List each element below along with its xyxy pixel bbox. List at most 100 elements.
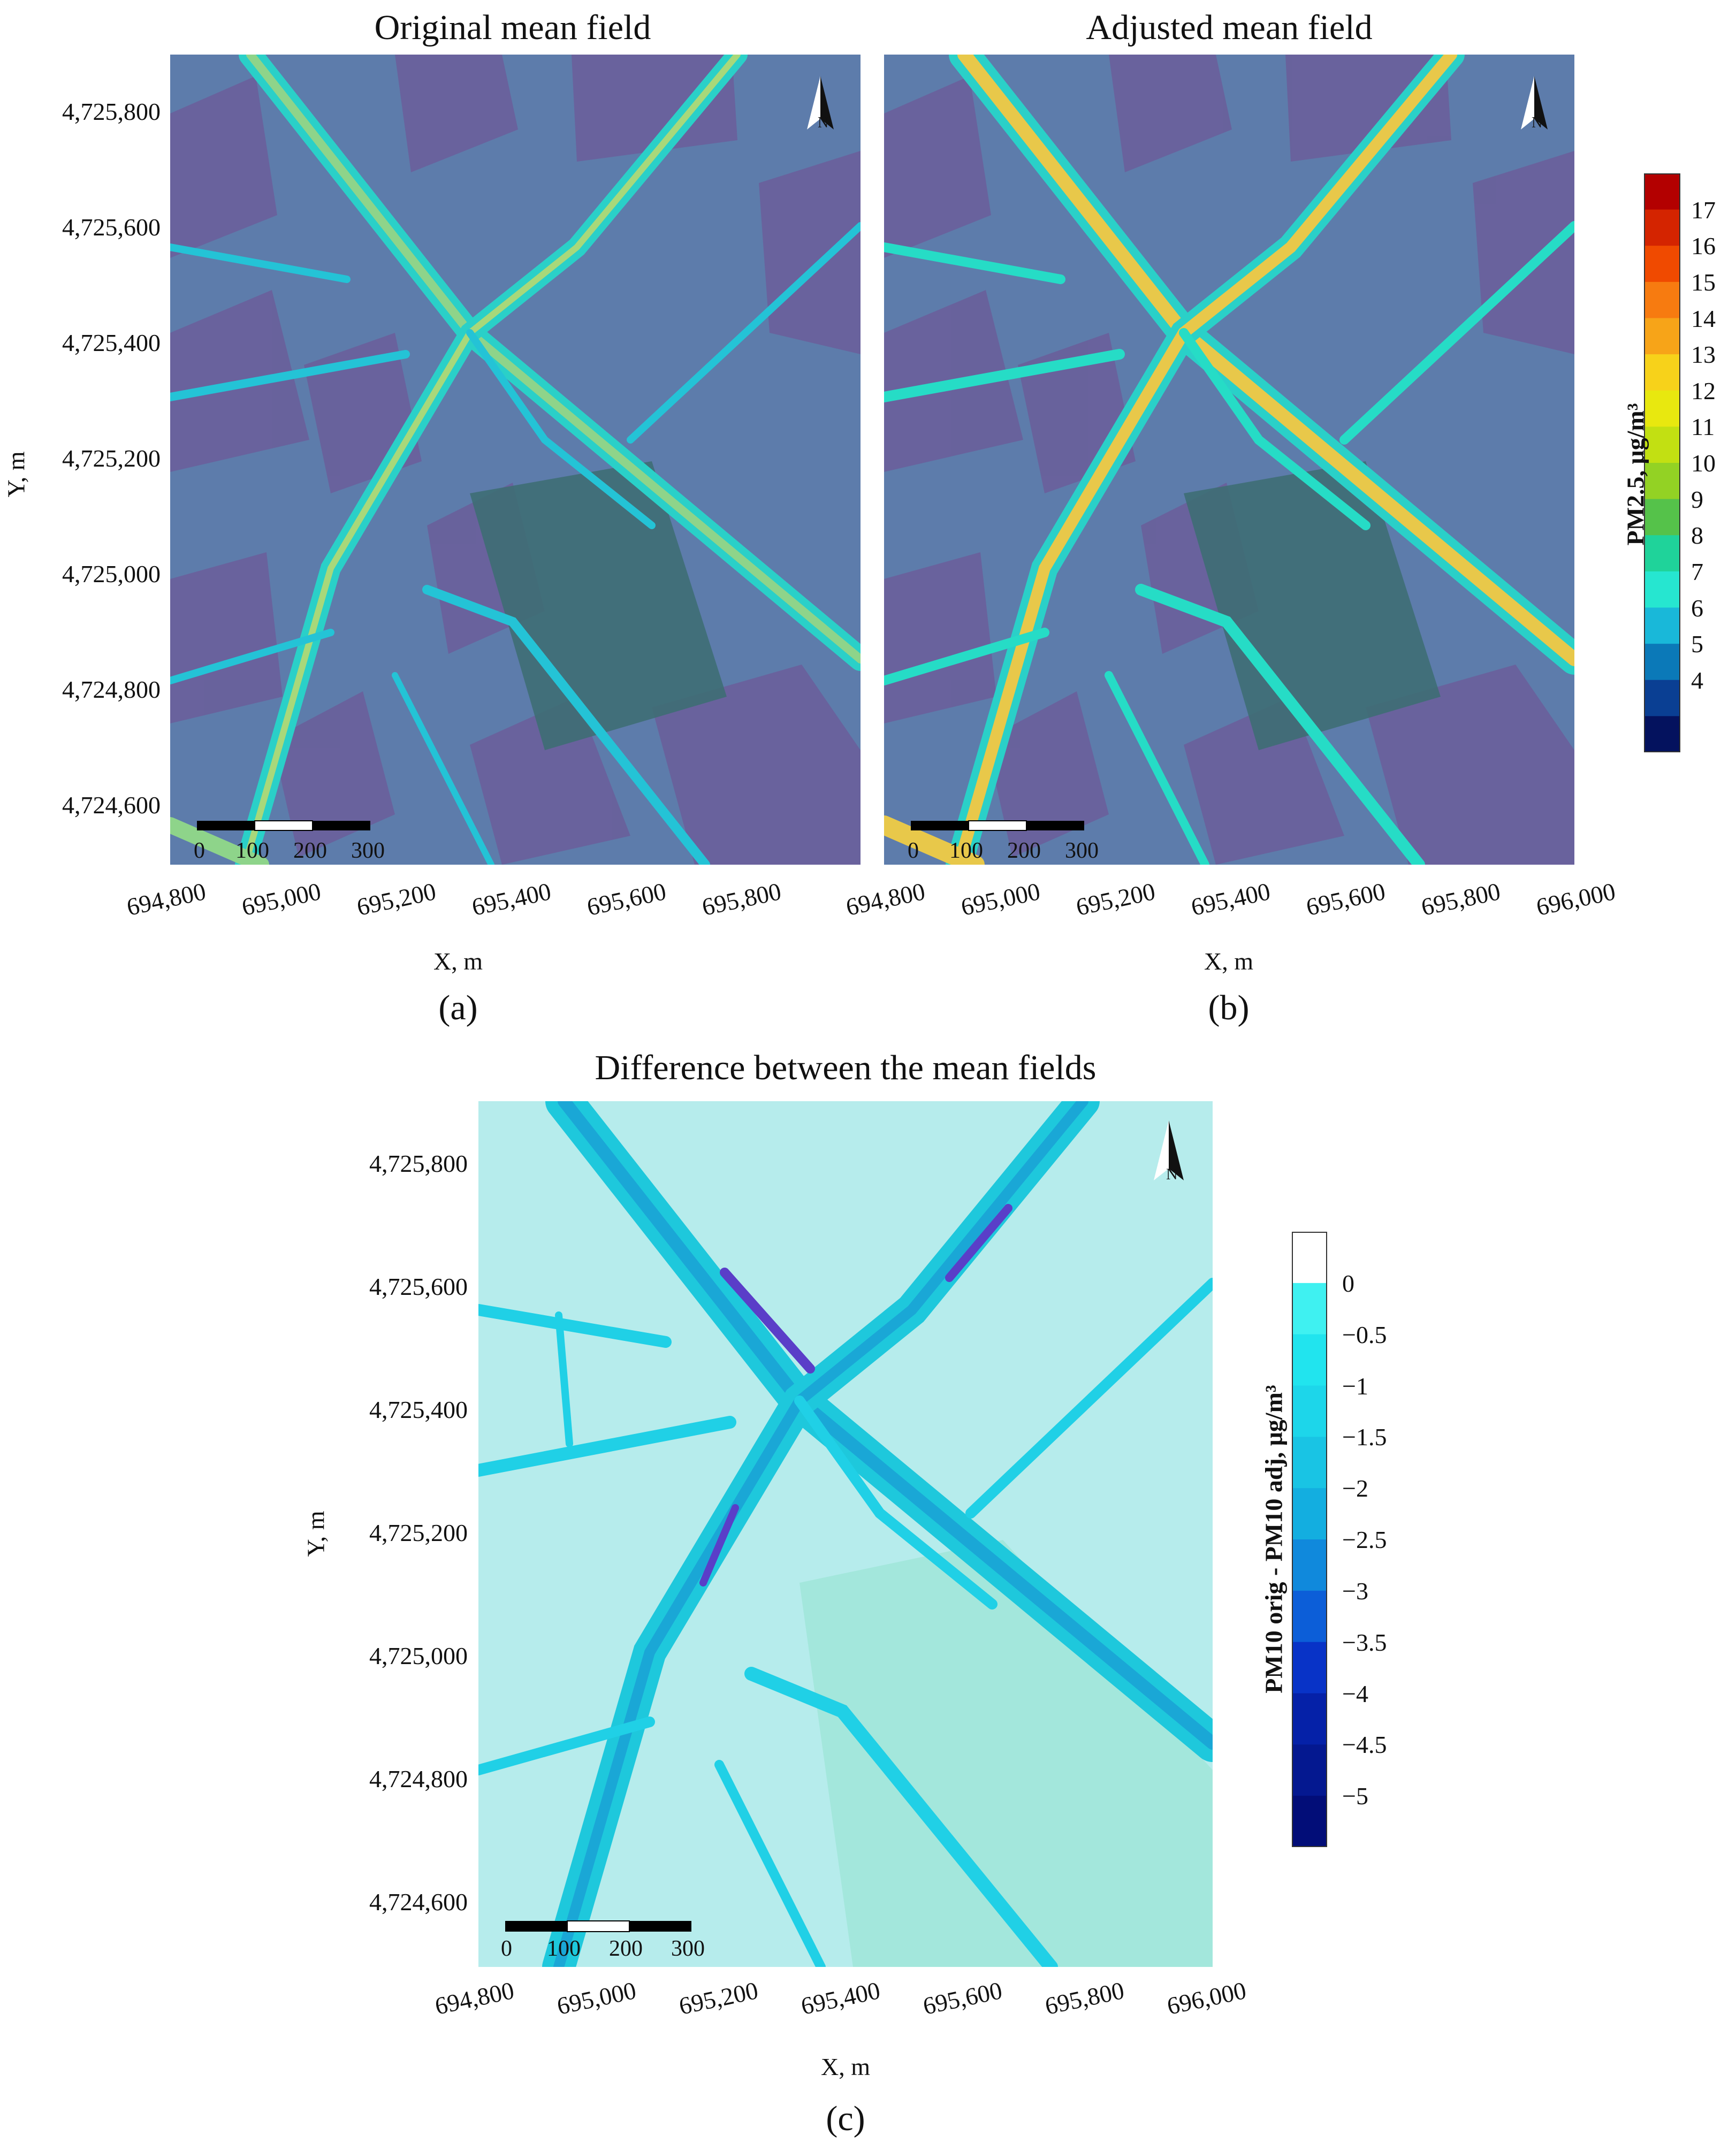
x-tick: 695,600 <box>1304 877 1388 921</box>
colorbar-tick-label: 9 <box>1691 486 1703 513</box>
y-tick: 4,725,000 <box>62 560 161 588</box>
scale-label: 100 <box>547 1936 581 1961</box>
y-tick: 4,725,600 <box>62 213 161 241</box>
map-streets <box>478 1101 1213 1967</box>
colorbar-tick-label: 11 <box>1691 413 1715 440</box>
x-tick: 695,800 <box>1419 877 1503 921</box>
x-tick: 696,000 <box>1534 877 1618 921</box>
scale-label: 0 <box>501 1936 512 1961</box>
x-tick: 694,800 <box>124 877 209 921</box>
scale-label: 300 <box>351 838 385 863</box>
x-tick: 694,800 <box>432 1976 517 2020</box>
x-tick: 695,400 <box>469 877 554 921</box>
x-tick: 695,400 <box>798 1976 883 2020</box>
y-tick: 4,724,600 <box>369 1888 468 1916</box>
colorbar-tick-label: 6 <box>1691 594 1703 622</box>
x-tick: 695,800 <box>1042 1976 1127 2020</box>
colorbar-border <box>1644 173 1680 752</box>
colorbar-tick-label: −2 <box>1342 1475 1368 1502</box>
colorbar-tick-label: −5 <box>1342 1782 1368 1810</box>
colorbar-swatch <box>1644 716 1680 752</box>
x-axis-title: X, m <box>1204 948 1253 975</box>
panel-b-letter: (b) <box>1208 988 1250 1027</box>
x-tick: 694,800 <box>843 877 928 921</box>
colorbar-swatch <box>1292 1283 1327 1335</box>
colorbar-tick-label: −3 <box>1342 1577 1368 1605</box>
scale-label: 100 <box>235 838 269 863</box>
colorbar-swatch <box>1292 1334 1327 1386</box>
x-tick: 695,600 <box>920 1976 1005 2020</box>
colorbar-swatch <box>1644 426 1680 463</box>
colorbar-swatch <box>1644 281 1680 318</box>
colorbar-bottom-canvas <box>1292 1232 1327 1847</box>
scale-bar <box>197 820 370 831</box>
scale-label: 200 <box>293 838 327 863</box>
y-tick: 4,724,800 <box>62 676 161 703</box>
colorbar-tick-label: 16 <box>1691 232 1716 260</box>
x-tick: 695,200 <box>1073 877 1158 921</box>
y-tick: 4,725,400 <box>62 329 161 356</box>
colorbar-tick-label: 4 <box>1691 667 1703 694</box>
colorbar-tick-label: −1 <box>1342 1372 1368 1400</box>
colorbar-tick-label: −0.5 <box>1342 1321 1387 1348</box>
x-tick: 696,000 <box>1164 1976 1249 2020</box>
y-axis-title: Y, m <box>2 451 30 498</box>
panel-c-map: N <box>478 1101 1213 1967</box>
north-arrow-label: N <box>1166 1165 1178 1183</box>
north-arrow: N <box>1154 1120 1184 1183</box>
panel-a-map-canvas: N <box>170 55 861 865</box>
colorbar-tick-label: 15 <box>1691 269 1716 296</box>
colorbar-tick-label: 14 <box>1691 305 1716 332</box>
map-open-area <box>800 1540 1213 1967</box>
scale-label: 300 <box>671 1936 705 1961</box>
colorbar-swatch <box>1292 1693 1327 1745</box>
y-tick: 4,725,400 <box>369 1396 468 1423</box>
colorbar-swatch <box>1644 535 1680 572</box>
x-tick: 695,000 <box>239 877 324 921</box>
scale-bar <box>505 1920 691 1932</box>
colorbar-tick-label: −3.5 <box>1342 1629 1387 1656</box>
colorbar-top <box>1644 173 1680 752</box>
scale-label: 200 <box>1007 838 1041 863</box>
colorbar-swatch <box>1292 1488 1327 1540</box>
panel-b-title: Adjusted mean field <box>1086 8 1373 47</box>
colorbar-top-labels: 17 16 15 14 13 12 11 10 9 8 7 6 5 4 <box>1691 173 1734 752</box>
colorbar-swatch <box>1644 246 1680 283</box>
scale-bar <box>911 820 1084 831</box>
colorbar-swatch <box>1292 1385 1327 1437</box>
colorbar-tick-label: −4.5 <box>1342 1731 1387 1758</box>
colorbar-tick-label: 5 <box>1691 630 1703 658</box>
x-tick: 695,600 <box>584 877 669 921</box>
map-open-area <box>470 461 727 750</box>
panel-a-title: Original mean field <box>374 8 651 47</box>
north-arrow: N <box>807 76 834 131</box>
x-tick: 695,800 <box>699 877 784 921</box>
panel-b-map: N <box>884 55 1574 865</box>
colorbar-swatch <box>1292 1539 1327 1591</box>
scale-label: 0 <box>908 838 919 863</box>
map-blocks <box>170 55 861 865</box>
colorbar-swatch <box>1644 318 1680 355</box>
colorbar-swatch <box>1644 607 1680 644</box>
panel-b-map-canvas: N <box>884 55 1574 865</box>
y-tick: 4,724,800 <box>369 1765 468 1792</box>
colorbar-tick-label: 7 <box>1691 558 1703 585</box>
x-tick: 695,000 <box>554 1976 639 2020</box>
colorbar-swatch <box>1644 390 1680 427</box>
y-tick: 4,725,800 <box>369 1150 468 1177</box>
colorbar-bottom <box>1292 1232 1327 1847</box>
x-tick: 695,200 <box>354 877 439 921</box>
colorbar-bottom-labels: 0 −0.5 −1 −1.5 −2 −2.5 −3 −3.5 −4 −4.5 −5 <box>1342 1232 1417 1847</box>
colorbar-swatch <box>1644 644 1680 681</box>
colorbar-tick-label: 13 <box>1691 341 1716 368</box>
colorbar-tick-label: −2.5 <box>1342 1526 1387 1553</box>
colorbar-swatch <box>1292 1232 1327 1284</box>
colorbar-swatch <box>1644 571 1680 608</box>
y-axis-title: Y, m <box>302 1511 330 1557</box>
colorbar-swatch <box>1292 1642 1327 1694</box>
x-tick: 695,000 <box>958 877 1043 921</box>
colorbar-swatch <box>1644 173 1680 210</box>
panel-a-letter: (a) <box>438 988 478 1027</box>
colorbar-tick-label: 17 <box>1691 196 1716 224</box>
